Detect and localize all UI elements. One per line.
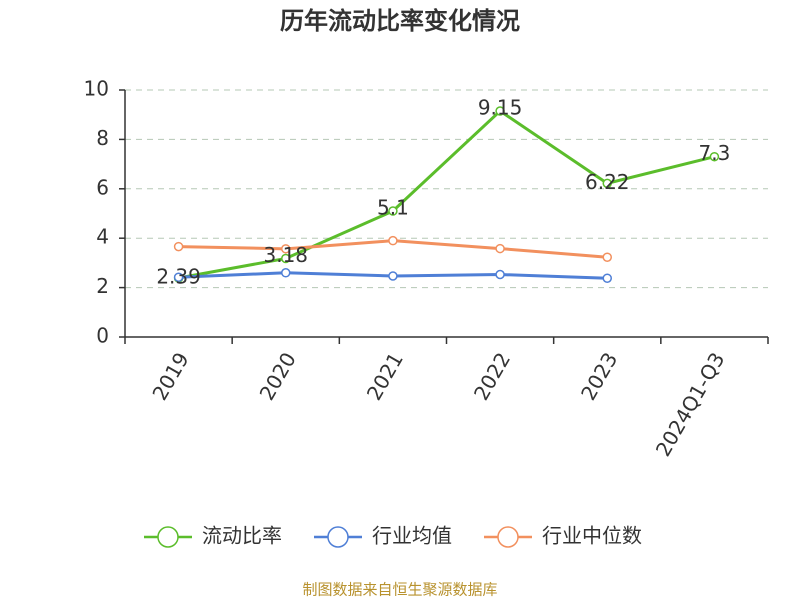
data-point (602, 252, 612, 262)
x-tick-label: 2019 (147, 348, 193, 404)
data-label: 2.39 (156, 264, 201, 288)
y-tick-label: 2 (96, 274, 109, 298)
x-tick-label: 2023 (576, 348, 622, 404)
legend-label: 行业中位数 (542, 524, 642, 548)
legend-label: 流动比率 (202, 524, 282, 548)
legend-marker (327, 526, 349, 548)
data-point (602, 273, 612, 283)
data-point (495, 243, 505, 254)
series-line (178, 109, 715, 280)
x-tick-label: 2022 (469, 348, 515, 404)
source-note: 制图数据来自恒生聚源数据库 (302, 581, 497, 599)
chart-title: 历年流动比率变化情况 (280, 7, 520, 35)
data-label: 7.3 (699, 141, 731, 165)
y-tick-label: 8 (96, 126, 109, 150)
data-point (709, 151, 720, 162)
y-tick-label: 6 (96, 175, 109, 199)
y-tick-label: 4 (96, 225, 109, 249)
legend-marker (497, 526, 519, 548)
data-label: 9.15 (478, 95, 523, 119)
data-point (173, 241, 184, 252)
legend-label: 行业均值 (372, 524, 452, 548)
data-point (495, 269, 505, 280)
data-label: 5.1 (377, 196, 409, 220)
data-point (388, 271, 398, 281)
data-point (495, 106, 505, 116)
data-point (281, 253, 291, 264)
data-label: 3.18 (263, 243, 308, 267)
data-point (388, 206, 398, 216)
x-tick-label: 2021 (362, 348, 408, 404)
x-tick-label: 2020 (255, 348, 301, 404)
data-point (281, 244, 291, 254)
data-label: 6.22 (585, 170, 630, 194)
legend-marker (157, 526, 179, 548)
y-tick-label: 0 (96, 324, 109, 348)
x-tick-label: 2024Q1-Q3 (651, 348, 730, 460)
data-point (173, 272, 184, 282)
data-point (602, 178, 612, 189)
data-point (388, 235, 398, 246)
y-tick-label: 10 (84, 77, 109, 101)
data-point (281, 268, 291, 278)
